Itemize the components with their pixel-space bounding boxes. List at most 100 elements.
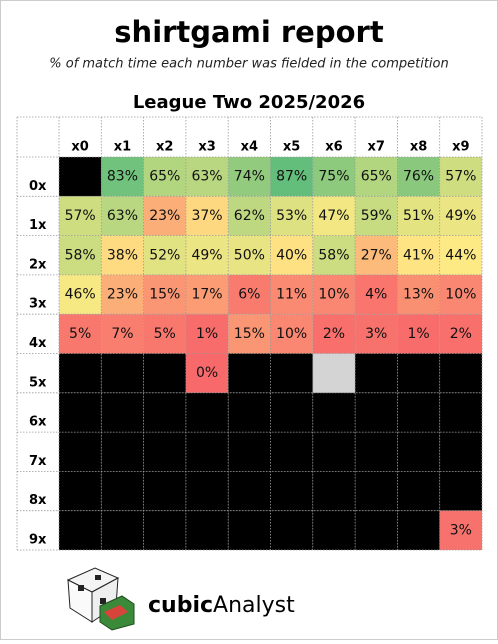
- heat-cell: [101, 157, 144, 197]
- heat-cell: [270, 157, 313, 197]
- cell-label: 49%: [445, 208, 476, 224]
- heat-cell: [312, 432, 356, 472]
- cell-label: 53%: [276, 208, 307, 224]
- heat-cell: [397, 471, 440, 511]
- heat-cell: [397, 314, 440, 354]
- heat-cell: [439, 353, 482, 393]
- cell-label: 7%: [111, 326, 133, 342]
- heat-cell: [270, 432, 313, 472]
- heat-cell: [143, 353, 186, 393]
- heat-cell: [101, 510, 144, 550]
- cell-label: 47%: [318, 208, 349, 224]
- column-label: x6: [325, 140, 342, 155]
- heat-cell: [59, 274, 102, 315]
- heat-cell: [397, 196, 440, 236]
- heat-cell: [228, 235, 271, 275]
- heat-cell: [185, 196, 229, 236]
- heat-cell: [185, 235, 229, 275]
- cell-label: 59%: [361, 208, 392, 224]
- heat-cell: [439, 274, 482, 315]
- row-label: 6x: [29, 415, 47, 430]
- heat-cell: [355, 471, 398, 511]
- heat-cell: [59, 510, 102, 550]
- cell-label: 2%: [323, 326, 345, 342]
- heat-cell: [59, 235, 102, 275]
- cell-label: 44%: [445, 247, 476, 263]
- chart-title: League Two 2025/2026: [133, 92, 365, 113]
- heat-cell: [270, 510, 313, 550]
- cell-label: 76%: [403, 169, 434, 185]
- heat-cell: [397, 274, 440, 315]
- heat-cell: [312, 471, 356, 511]
- heat-cell: [185, 432, 229, 472]
- cell-label: 65%: [149, 169, 180, 185]
- cell-label: 63%: [107, 208, 138, 224]
- logo-dot: [95, 575, 101, 580]
- heat-cell: [143, 392, 186, 433]
- report-title: shirtgami report: [114, 15, 384, 49]
- heat-cell: [270, 353, 313, 393]
- heat-cell: [101, 353, 144, 393]
- heat-cell: [355, 274, 398, 315]
- cell-label: 3%: [365, 326, 387, 342]
- heat-cell: [101, 392, 144, 433]
- column-label: x4: [241, 140, 258, 155]
- cell-label: 15%: [234, 326, 265, 342]
- cell-label: 10%: [276, 326, 307, 342]
- column-label: x1: [114, 140, 131, 155]
- cell-label: 0%: [196, 365, 218, 381]
- heat-cell: [355, 510, 398, 550]
- logo-regular: Analyst: [213, 593, 295, 618]
- logo-melon-flesh: [104, 605, 128, 620]
- heat-cell: [59, 314, 102, 354]
- cell-label: 58%: [65, 247, 96, 263]
- cell-label: 62%: [234, 208, 265, 224]
- heat-cell: [228, 274, 271, 315]
- logo-bold: cubic: [148, 593, 213, 618]
- heat-cell: [143, 235, 186, 275]
- heat-cell: [101, 471, 144, 511]
- heat-cell: [439, 196, 482, 236]
- cell-label: 50%: [234, 247, 265, 263]
- heat-cell: [228, 196, 271, 236]
- heat-cell: [59, 471, 102, 511]
- heat-cell: [185, 392, 229, 433]
- cell-label: 15%: [149, 287, 180, 303]
- cell-label: 6%: [238, 287, 260, 303]
- cell-label: 10%: [445, 287, 476, 303]
- heat-cell: [312, 510, 356, 550]
- row-label: 0x: [29, 179, 47, 194]
- heat-cell: [312, 392, 356, 433]
- column-label: x2: [156, 140, 173, 155]
- logo-dot: [100, 598, 106, 604]
- heat-cell: [397, 392, 440, 433]
- column-label: x0: [71, 140, 88, 155]
- cell-label: 65%: [361, 169, 392, 185]
- cell-label: 1%: [196, 326, 218, 342]
- heat-cell: [312, 235, 356, 275]
- cell-label: 23%: [149, 208, 180, 224]
- column-label: x7: [368, 140, 385, 155]
- cell-label: 11%: [276, 287, 307, 303]
- heat-cell: [143, 274, 186, 315]
- cell-label: 52%: [149, 247, 180, 263]
- heat-cell: [59, 432, 102, 472]
- cell-label: 13%: [403, 287, 434, 303]
- heat-cell: [312, 353, 356, 393]
- heat-cell: [228, 432, 271, 472]
- heatmap: x0 x1 x2 x3 x4 x5 x6 x7 x8 x9 0x 83% 65% 63% 74% 87% 75%…: [16, 116, 483, 551]
- heat-cell: [397, 353, 440, 393]
- heat-cell: [439, 392, 482, 433]
- cell-label: 87%: [276, 169, 307, 185]
- heat-cell: [397, 432, 440, 472]
- cell-label: 5%: [154, 326, 176, 342]
- heat-cell: [59, 196, 102, 236]
- heat-cell: [312, 196, 356, 236]
- heat-cell: [228, 510, 271, 550]
- heat-cell: [355, 432, 398, 472]
- heat-cell: [143, 510, 186, 550]
- heat-cell: [270, 392, 313, 433]
- cell-label: 23%: [107, 287, 138, 303]
- cell-label: 2%: [450, 326, 472, 342]
